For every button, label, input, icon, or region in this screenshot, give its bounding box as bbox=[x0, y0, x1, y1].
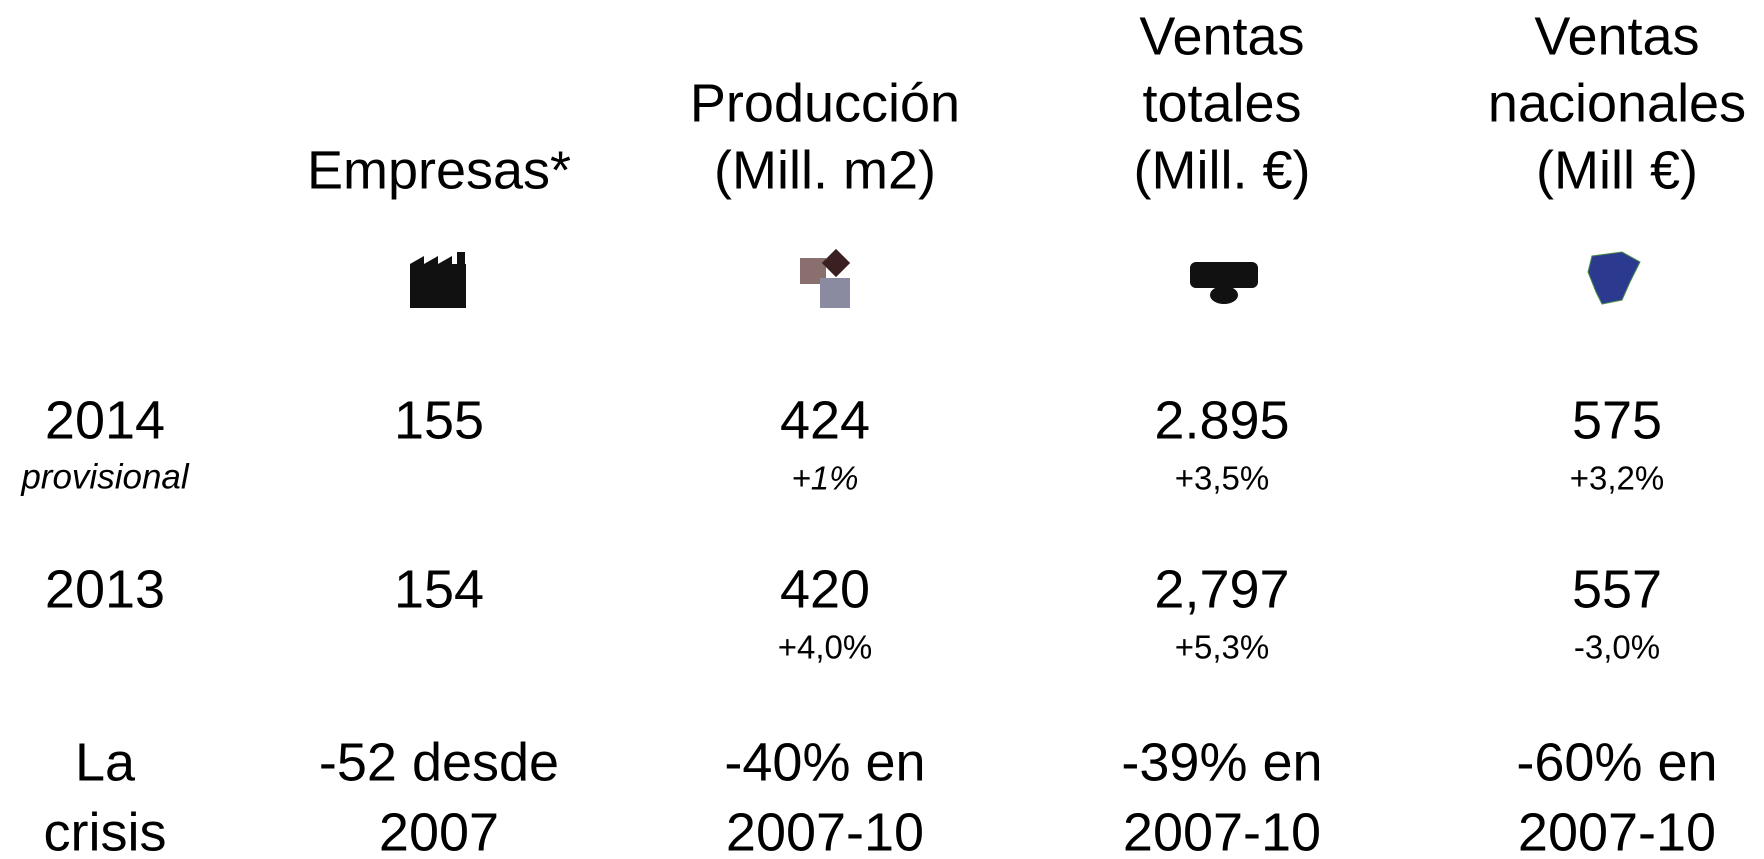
row-note: provisional bbox=[20, 457, 190, 496]
column-header: (Mill. m2) bbox=[714, 140, 936, 200]
row-label: 2014 bbox=[45, 390, 165, 450]
column-header: Ventas bbox=[1139, 6, 1304, 66]
column-header: Ventas bbox=[1534, 6, 1699, 66]
cell-value: -39% en bbox=[1121, 732, 1322, 792]
cell-value: -52 desde bbox=[319, 732, 559, 792]
cell-value: 557 bbox=[1572, 559, 1662, 619]
column-header: nacionales bbox=[1488, 73, 1746, 133]
cell-value: 420 bbox=[780, 559, 870, 619]
cell-value: -60% en bbox=[1516, 732, 1717, 792]
row-label: crisis bbox=[44, 802, 167, 859]
cell-value: 155 bbox=[394, 390, 484, 450]
cell-value: 2.895 bbox=[1154, 390, 1289, 450]
cell-change: -3,0% bbox=[1574, 629, 1660, 666]
icon-money bbox=[1190, 262, 1258, 304]
cell-change: +4,0% bbox=[778, 629, 873, 666]
cell-change: +3,2% bbox=[1570, 460, 1665, 497]
cell-change: +3,5% bbox=[1175, 460, 1270, 497]
cell-value: 2007-10 bbox=[1518, 802, 1716, 859]
cell-value: 2007-10 bbox=[1123, 802, 1321, 859]
cell-value: 2007 bbox=[379, 802, 499, 859]
column-header: (Mill. €) bbox=[1134, 140, 1311, 200]
cell-value: 2,797 bbox=[1154, 559, 1289, 619]
cell-change: +5,3% bbox=[1175, 629, 1270, 666]
column-header: (Mill €) bbox=[1536, 140, 1698, 200]
cell-value: 154 bbox=[394, 559, 484, 619]
column-header: Producción bbox=[690, 73, 960, 133]
row-label: La bbox=[75, 732, 136, 792]
cell-value: 424 bbox=[780, 390, 870, 450]
icon-spain-map bbox=[1587, 251, 1641, 305]
column-header: Empresas* bbox=[307, 140, 571, 200]
cell-value: -40% en bbox=[724, 732, 925, 792]
icon-factory bbox=[410, 252, 466, 308]
cell-value: 575 bbox=[1572, 390, 1662, 450]
icon-tiles bbox=[800, 248, 851, 308]
row-label: 2013 bbox=[45, 559, 165, 619]
cell-value: 2007-10 bbox=[726, 802, 924, 859]
cell-change: +1% bbox=[792, 460, 859, 497]
column-header: totales bbox=[1142, 73, 1301, 133]
